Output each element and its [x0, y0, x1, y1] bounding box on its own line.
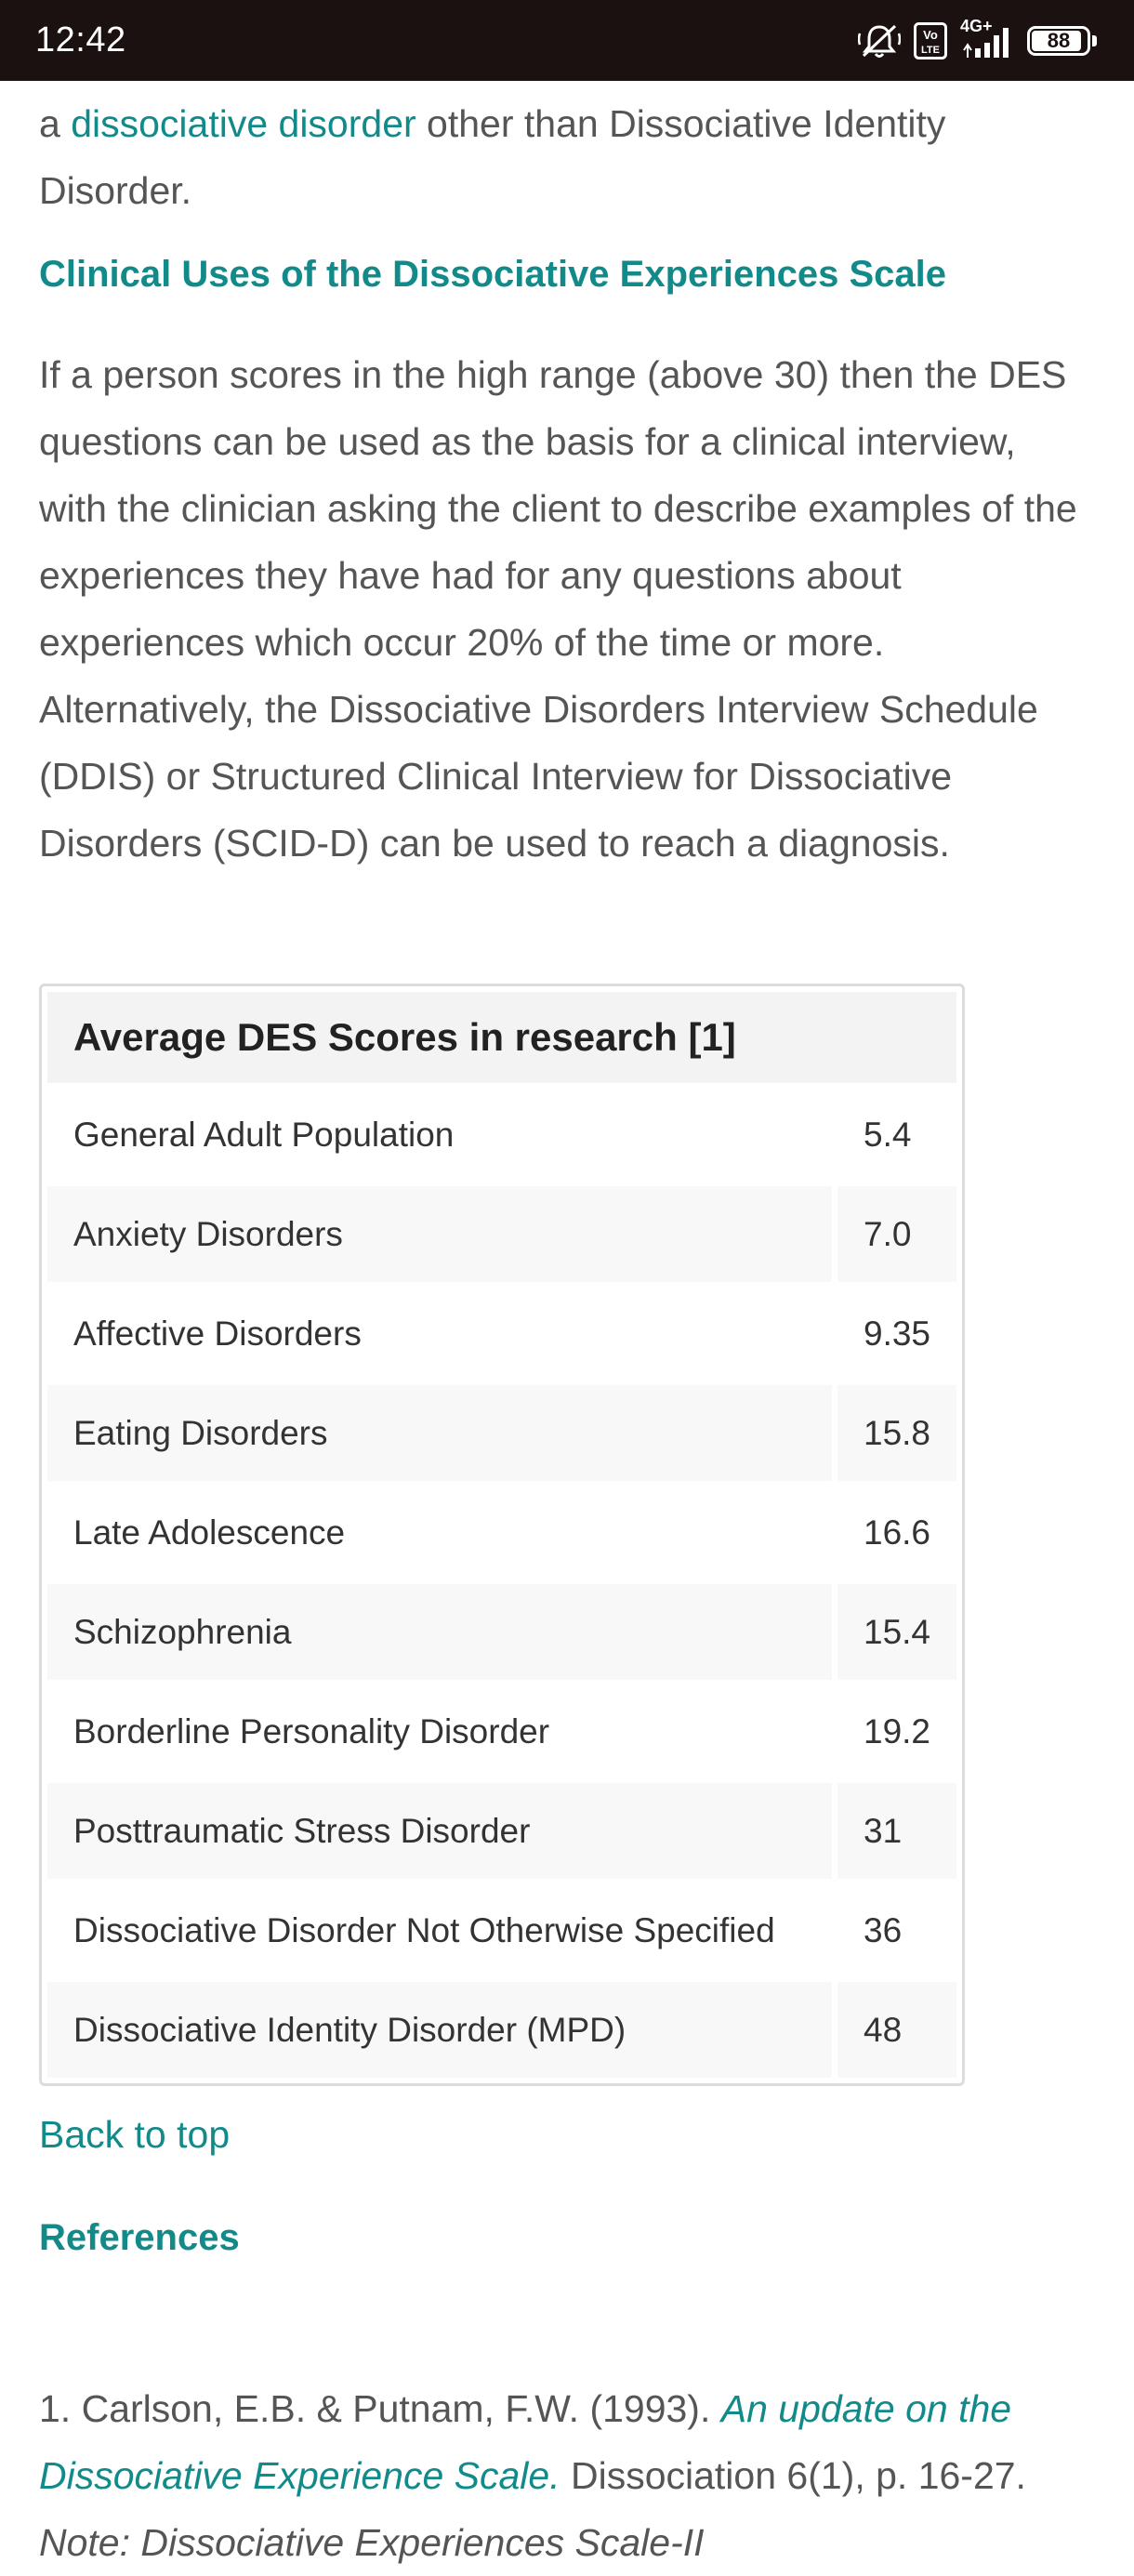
table-row: Schizophrenia 15.4	[47, 1584, 956, 1680]
table-row: Affective Disorders 9.35	[47, 1286, 956, 1381]
reference-authors: 1. Carlson, E.B. & Putnam, F.W. (1993).	[39, 2387, 721, 2430]
row-label: Dissociative Disorder Not Otherwise Spec…	[73, 1910, 775, 1949]
intro-suffix: other than Dissociative Identity Disorde…	[39, 102, 946, 212]
table-row: Dissociative Disorder Not Otherwise Spec…	[47, 1882, 956, 1978]
status-time: 12:42	[35, 20, 126, 59]
row-score: 9.35	[864, 1314, 931, 1353]
references-heading: References	[39, 2217, 240, 2258]
row-label: Dissociative Identity Disorder (MPD)	[47, 1982, 832, 2078]
table-row: Dissociative Identity Disorder (MPD) 48	[47, 1982, 956, 2078]
row-score: 15.8	[837, 1385, 956, 1481]
network-type: 4G+	[960, 16, 993, 35]
reference-title-link[interactable]: An update on the Dissociative Experience…	[39, 2387, 1012, 2497]
row-label: Anxiety Disorders	[47, 1186, 832, 1282]
row-score: 5.4	[864, 1115, 912, 1154]
reference-note: Note: Dissociative Experiences Scale-II	[39, 2521, 705, 2564]
row-score: 36	[864, 1910, 903, 1949]
section-heading: Clinical Uses of the Dissociative Experi…	[39, 254, 947, 295]
svg-text:LTE: LTE	[921, 45, 940, 56]
reference-source: Dissociation 6(1), p. 16-27.	[560, 2454, 1026, 2497]
intro-prefix: a	[39, 102, 72, 145]
table-row: Eating Disorders 15.8	[47, 1385, 956, 1481]
row-label: Posttraumatic Stress Disorder	[47, 1783, 832, 1879]
muted-bell-icon	[858, 22, 901, 59]
volte-icon: Vo LTE	[914, 21, 947, 59]
battery-level: 88	[1047, 28, 1071, 52]
status-icons: Vo LTE 4G+ 88	[858, 17, 1097, 59]
intro-paragraph: a dissociative disorder other than Disso…	[39, 90, 1099, 224]
row-score: 19.2	[864, 1711, 931, 1750]
row-score: 16.6	[864, 1513, 931, 1552]
article-content: a dissociative disorder other than Disso…	[39, 81, 1099, 2564]
volte-label: Vo	[923, 28, 938, 42]
row-label: Schizophrenia	[47, 1584, 832, 1680]
table-row: Borderline Personality Disorder 19.2	[47, 1684, 956, 1779]
table-row: Late Adolescence 16.6	[47, 1485, 956, 1580]
row-label: Late Adolescence	[73, 1513, 346, 1552]
dissociative-disorder-link[interactable]: dissociative disorder	[71, 102, 416, 145]
signal-icon: 4G+	[960, 17, 1014, 59]
row-score: 31	[837, 1783, 956, 1879]
row-score: 48	[837, 1982, 956, 2078]
table-row: Anxiety Disorders 7.0	[47, 1186, 956, 1282]
reference-item: 1. Carlson, E.B. & Putnam, F.W. (1993). …	[39, 2375, 1080, 2576]
row-label: Eating Disorders	[47, 1385, 832, 1481]
table-row: General Adult Population 5.4	[47, 1087, 956, 1182]
body-paragraph: If a person scores in the high range (ab…	[39, 353, 1077, 865]
row-score: 15.4	[837, 1584, 956, 1680]
table-title: Average DES Scores in research [1]	[47, 992, 956, 1083]
des-scores-table: Average DES Scores in research [1] Gener…	[39, 984, 965, 2086]
back-to-top-link[interactable]: Back to top	[39, 2113, 231, 2156]
table-row: Posttraumatic Stress Disorder 31	[47, 1783, 956, 1879]
table-body: General Adult Population 5.4 Anxiety Disor…	[47, 1087, 956, 2078]
row-score: 7.0	[837, 1186, 956, 1282]
row-label: Affective Disorders	[73, 1314, 362, 1353]
row-label: General Adult Population	[73, 1115, 455, 1154]
status-bar: 12:42 Vo LTE 4G+	[0, 0, 1134, 81]
row-label: Borderline Personality Disorder	[73, 1711, 550, 1750]
battery-icon: 88	[1027, 25, 1097, 56]
